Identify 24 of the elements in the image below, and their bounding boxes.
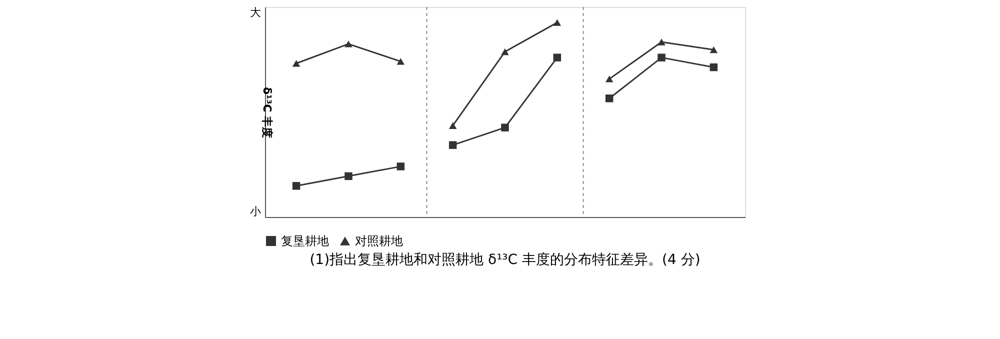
point [605,76,614,82]
point [501,48,509,56]
point [396,58,405,65]
point [658,38,666,46]
y-axis-title: δ¹³C 丰度 [260,86,274,138]
legend-label: 复垦耕地 [281,234,329,248]
text: (1)指出复垦耕地和对照耕地 δ¹³C 丰度的分布特征差异。(4 分) [310,252,700,268]
point [710,63,718,72]
text: 小 [250,205,261,218]
point [344,40,352,48]
point [292,60,300,67]
point [292,182,300,190]
point [448,122,457,129]
point [344,172,352,180]
point [605,94,614,102]
point [553,19,562,26]
point [501,124,509,132]
point [396,162,405,170]
point [553,54,562,62]
point [448,141,457,149]
point [658,54,666,62]
point [710,46,718,54]
legend-label: 对照耕地 [355,234,403,248]
text: 大 [250,6,261,19]
